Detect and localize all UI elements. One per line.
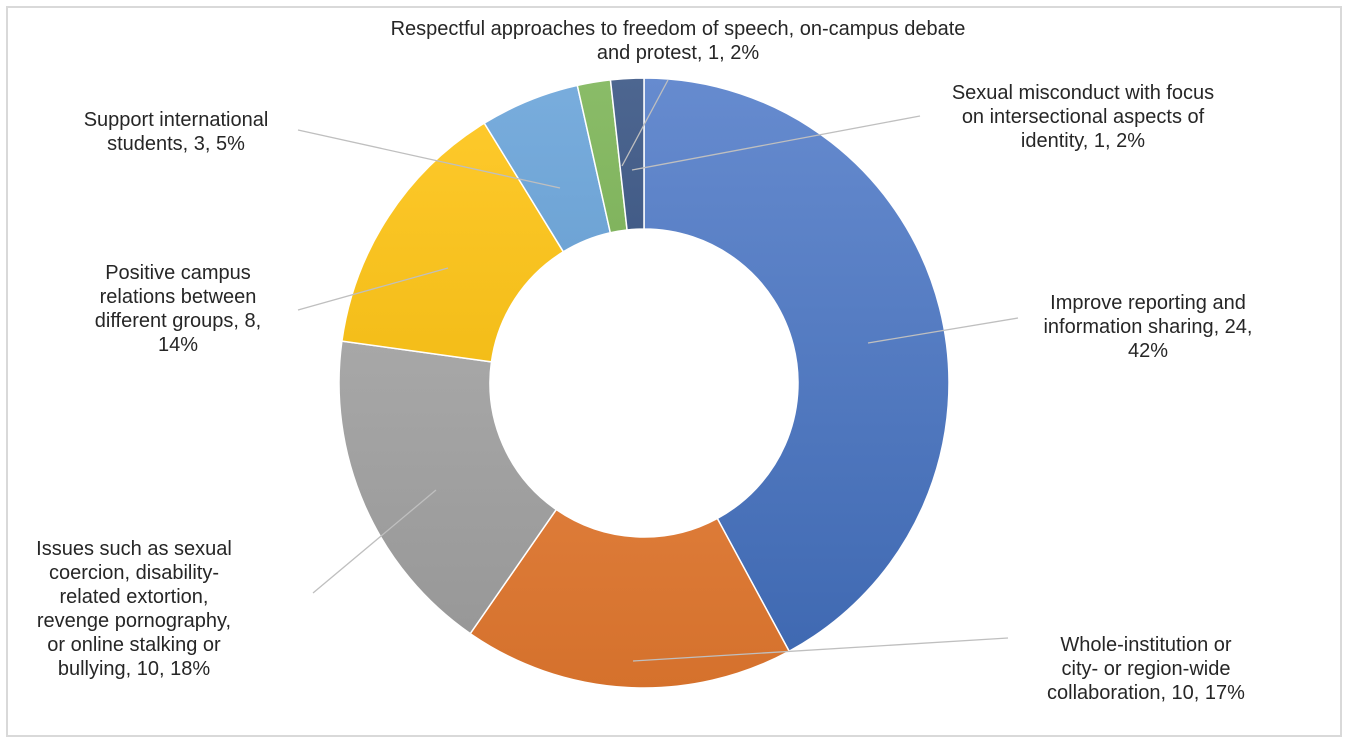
leader-line-4 (297, 267, 449, 311)
leader-line-2 (632, 637, 1009, 662)
chart-frame: Improve reporting and information sharin… (6, 6, 1342, 737)
label-issues-sexual-coercion: Issues such as sexual coercion, disabili… (36, 538, 232, 680)
donut-slice-2 (469, 508, 791, 689)
donut-slice-1 (643, 77, 950, 653)
donut-slice-4 (341, 122, 565, 363)
leader-line-1 (867, 317, 1019, 344)
donut-slice-3 (338, 340, 558, 635)
donut-slice-7 (609, 77, 645, 231)
leader-line-5 (297, 129, 561, 189)
label-improve-reporting: Improve reporting and information sharin… (1043, 292, 1253, 362)
label-respectful-approaches: Respectful approaches to freedom of spee… (390, 18, 966, 64)
label-whole-institution: Whole-institution or city- or region-wid… (1047, 634, 1245, 704)
leader-line-6 (621, 79, 669, 167)
label-positive-campus-relations: Positive campus relations between differ… (94, 262, 262, 356)
donut-chart (297, 77, 1019, 689)
label-sexual-misconduct: Sexual misconduct with focus on intersec… (951, 82, 1215, 152)
leader-line-3 (312, 489, 437, 594)
label-support-international: Support international students, 3, 5% (83, 109, 269, 155)
leader-line-7 (631, 115, 921, 171)
